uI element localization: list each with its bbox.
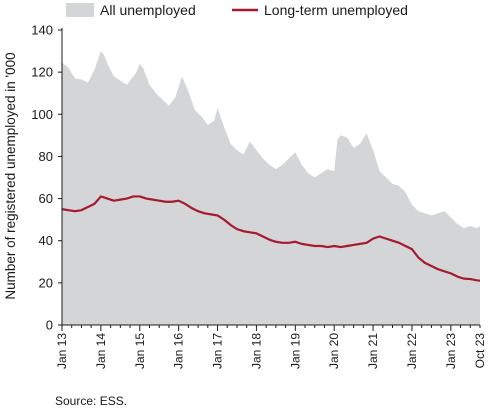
legend-swatch-all-unemployed: [66, 3, 94, 17]
x-tick-label: Jan 22: [405, 333, 419, 369]
y-tick-label: 100: [31, 107, 53, 122]
x-tick-label: Oct 23: [473, 333, 487, 369]
x-tick-label: Jan 14: [94, 333, 108, 369]
source-note: Source: ESS.: [55, 394, 128, 408]
x-tick-label: Jan 23: [444, 333, 458, 369]
axes: 0 20 40 60 80 100 120 140 Jan 13 Jan 14 Jan 15 Jan …: [31, 23, 487, 370]
x-tick-label: Jan 17: [211, 333, 225, 369]
y-axis-title: Number of registered unemployed in '000: [3, 52, 18, 299]
legend: All unemployed Long-term unemployed: [66, 2, 408, 18]
x-tick-label: Jan 13: [55, 333, 69, 369]
x-tick-label: Jan 21: [366, 333, 380, 369]
plot-area: [61, 51, 481, 325]
y-tick-label: 40: [39, 233, 53, 248]
y-tick-label: 0: [46, 318, 53, 333]
y-tick-label: 20: [39, 275, 53, 290]
x-tick-label: Jan 18: [249, 333, 263, 369]
y-tick-label: 140: [31, 23, 53, 38]
series-line-long-term-unemployed: [61, 195, 481, 282]
x-tick-label: Jan 15: [133, 333, 147, 369]
y-tick-label: 60: [39, 191, 53, 206]
x-tick-label: Jan 19: [288, 333, 302, 369]
x-tick-label: Jan 16: [172, 333, 186, 369]
series-area-all-unemployed: [62, 51, 480, 325]
legend-label-long-term-unemployed: Long-term unemployed: [264, 2, 408, 18]
legend-label-all-unemployed: All unemployed: [100, 2, 196, 18]
y-tick-label: 80: [39, 149, 53, 164]
x-tick-label: Jan 20: [327, 333, 341, 369]
y-tick-label: 120: [31, 65, 53, 80]
